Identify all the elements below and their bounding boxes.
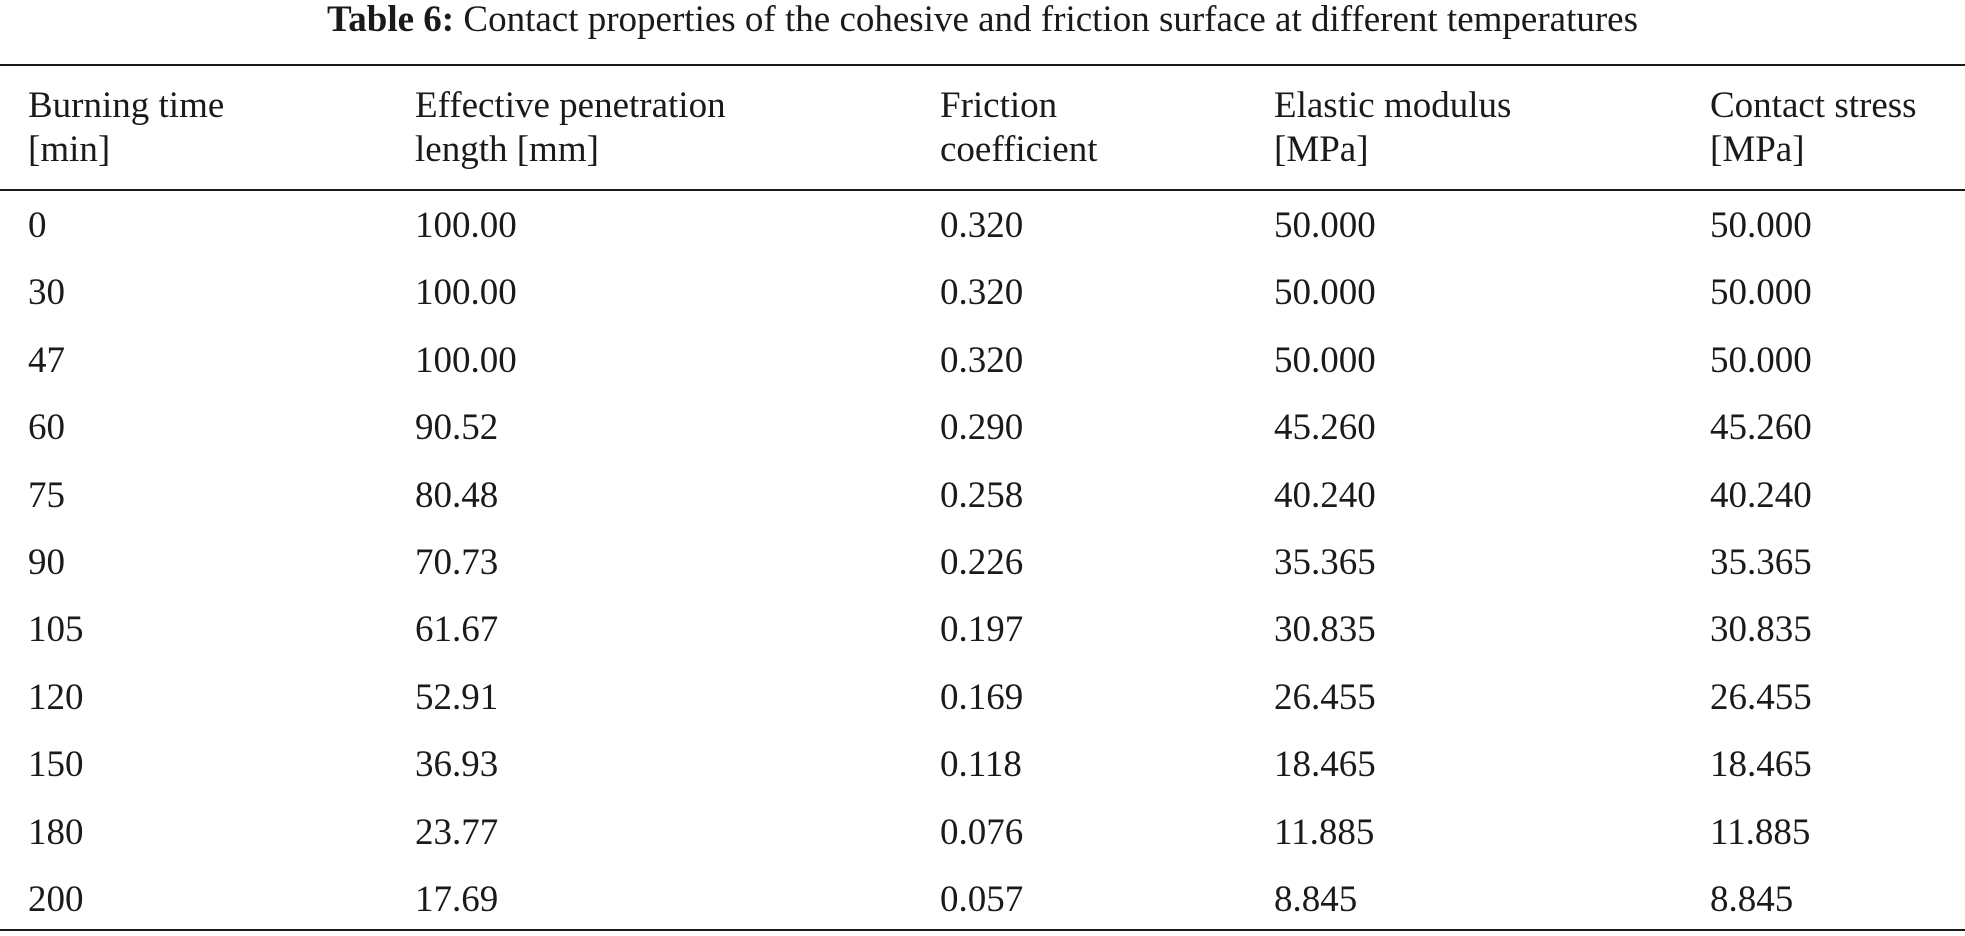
table-cell: 50.000 <box>1710 272 1812 314</box>
bottom-rule <box>0 929 1965 931</box>
table-cell: 36.93 <box>415 744 499 786</box>
table-cell: 0.057 <box>940 879 1024 920</box>
header-line: [min] <box>28 129 111 170</box>
table-cell: 26.455 <box>1710 676 1812 718</box>
table-cell: 150 <box>28 744 84 786</box>
table-cell: 30 <box>28 272 65 314</box>
header-contact-stress: Contact stress [MPa] <box>1710 84 1917 172</box>
table-cell: 120 <box>28 676 84 718</box>
table-cell: 18.465 <box>1710 744 1812 786</box>
table-cell: 30.835 <box>1274 609 1376 651</box>
table-cell: 180 <box>28 811 84 853</box>
table-cell: 45.260 <box>1710 407 1812 449</box>
header-line: Friction <box>940 85 1058 126</box>
table-cell: 90 <box>28 542 65 583</box>
table-cell: 61.67 <box>415 609 499 651</box>
table-cell: 30.835 <box>1710 609 1812 651</box>
table-cell: 0.258 <box>940 474 1024 516</box>
table-cell: 0.197 <box>940 609 1024 651</box>
table-caption: Table 6: Contact properties of the cohes… <box>0 0 1965 52</box>
table-cell: 0.320 <box>940 339 1024 381</box>
table-cell: 0.118 <box>940 744 1022 786</box>
table-cell: 8.845 <box>1710 879 1794 920</box>
table-cell: 75 <box>28 474 65 516</box>
table-cell: 50.000 <box>1710 339 1812 381</box>
table-cell: 50.000 <box>1274 339 1376 381</box>
table-cell: 35.365 <box>1274 542 1376 583</box>
table-cell: 0.076 <box>940 811 1024 853</box>
table-cell: 50.000 <box>1710 205 1812 246</box>
header-rule <box>0 189 1965 191</box>
table-cell: 200 <box>28 879 84 920</box>
header-line: [MPa] <box>1274 129 1369 170</box>
table-cell: 52.91 <box>415 676 499 718</box>
table-cell: 100.00 <box>415 339 517 381</box>
table-cell: 105 <box>28 609 84 651</box>
table-cell: 0 <box>28 205 47 246</box>
table-cell: 40.240 <box>1274 474 1376 516</box>
table-cell: 0.320 <box>940 205 1024 246</box>
caption-text: Contact properties of the cohesive and f… <box>463 0 1638 40</box>
table-cell: 18.465 <box>1274 744 1376 786</box>
table-cell: 40.240 <box>1710 474 1812 516</box>
table-cell: 50.000 <box>1274 205 1376 246</box>
table-cell: 11.885 <box>1274 811 1375 853</box>
header-line: Burning time <box>28 85 225 126</box>
header-line: length [mm] <box>415 129 599 170</box>
header-line: Elastic modulus <box>1274 85 1512 126</box>
table-cell: 47 <box>28 339 65 381</box>
top-rule <box>0 64 1965 66</box>
caption-label: Table 6: <box>327 0 455 40</box>
table-cell: 8.845 <box>1274 879 1358 920</box>
header-elastic-modulus: Elastic modulus [MPa] <box>1274 84 1511 172</box>
table-cell: 35.365 <box>1710 542 1812 583</box>
table-cell: 60 <box>28 407 65 449</box>
table-cell: 90.52 <box>415 407 499 449</box>
table-cell: 17.69 <box>415 879 499 920</box>
header-line: Contact stress <box>1710 85 1917 126</box>
table-cell: 0.290 <box>940 407 1024 449</box>
header-line: Effective penetration <box>415 85 726 126</box>
table-cell: 100.00 <box>415 205 517 246</box>
table-cell: 11.885 <box>1710 811 1811 853</box>
table-cell: 50.000 <box>1274 272 1376 314</box>
header-line: coefficient <box>940 129 1098 170</box>
table-cell: 0.226 <box>940 542 1024 583</box>
header-line: [MPa] <box>1710 129 1805 170</box>
table-cell: 0.320 <box>940 272 1024 314</box>
table-cell: 45.260 <box>1274 407 1376 449</box>
header-friction-coefficient: Friction coefficient <box>940 84 1098 172</box>
table-cell: 26.455 <box>1274 676 1376 718</box>
table-cell: 0.169 <box>940 676 1024 718</box>
table-cell: 70.73 <box>415 542 499 583</box>
header-burning-time: Burning time [min] <box>28 84 224 172</box>
table-cell: 100.00 <box>415 272 517 314</box>
header-penetration-length: Effective penetration length [mm] <box>415 84 726 172</box>
table-cell: 23.77 <box>415 811 499 853</box>
table-cell: 80.48 <box>415 474 499 516</box>
